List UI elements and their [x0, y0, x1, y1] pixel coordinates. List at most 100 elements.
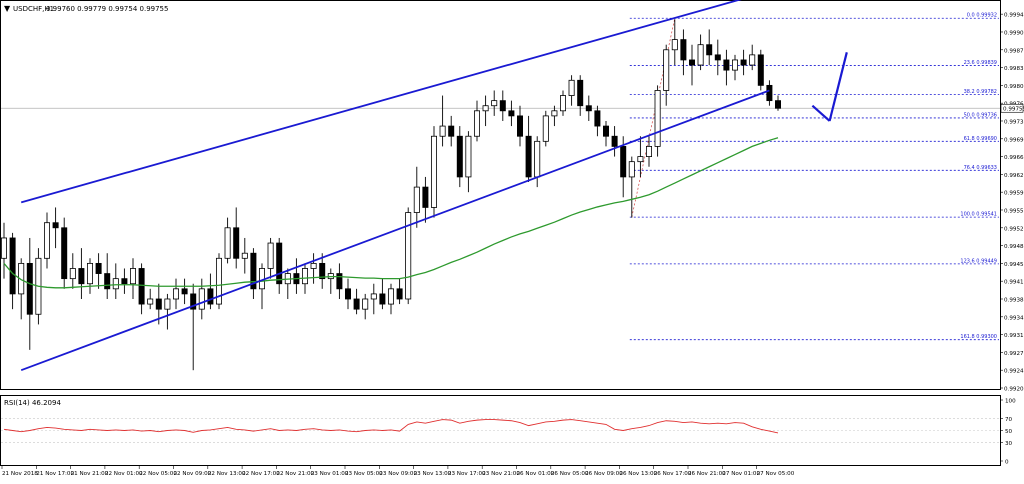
- candle-bull: [301, 268, 308, 285]
- candle-bear: [723, 59, 730, 71]
- y-tick-label: 0.99695: [1004, 137, 1024, 143]
- x-tick-label: 21 Nov 17:00: [36, 471, 74, 477]
- y-tick-label: 0.99485: [1004, 244, 1024, 250]
- y-tick-label: 0.99345: [1004, 315, 1024, 321]
- candle-bear: [706, 44, 713, 56]
- trend-channel: [20, 0, 770, 372]
- candle-bull: [732, 59, 739, 71]
- fib-level-label: 23.6 0.99839: [964, 60, 997, 66]
- x-tick-label: 26 Nov 13:00: [619, 471, 657, 477]
- candle-bear: [620, 146, 627, 178]
- projection-arrow: [811, 52, 848, 122]
- x-tick-label: 22 Nov 17:00: [242, 471, 280, 477]
- candle-bear: [95, 262, 102, 274]
- channel-lower-line: [20, 89, 770, 372]
- candle-bear: [336, 273, 343, 290]
- rsi-line: [3, 419, 779, 434]
- rsi-y-tick-label: 70: [1005, 417, 1013, 423]
- projection-segment: [811, 104, 831, 122]
- candle-bull: [654, 90, 661, 147]
- candle-bear: [344, 288, 351, 300]
- y-tick-label: 0.99625: [1004, 173, 1024, 179]
- candle-bull: [482, 105, 489, 112]
- rsi-y-tick-label: 0: [1005, 460, 1009, 466]
- candle-bull: [198, 288, 205, 310]
- candle-bull: [491, 100, 498, 107]
- candle-bear: [181, 288, 188, 295]
- x-tick-label: 27 Nov 05:00: [757, 471, 795, 477]
- candle-bear: [714, 54, 721, 61]
- candle-bull: [44, 222, 51, 259]
- candle-bear: [577, 79, 584, 107]
- channel-upper-line: [20, 0, 742, 204]
- candle-bull: [112, 278, 119, 290]
- x-tick-label: 26 Nov 01:00: [517, 471, 555, 477]
- rsi-y-tick-label: 100: [1005, 399, 1016, 405]
- candle-bull: [164, 298, 171, 310]
- candle-bull: [129, 268, 136, 285]
- candle-bear: [740, 59, 747, 66]
- x-tick-label: 23 Nov 09:00: [379, 471, 417, 477]
- candle-bull: [465, 135, 472, 178]
- candle-bear: [52, 222, 59, 229]
- candle-bear: [319, 262, 326, 280]
- candle-bear: [448, 125, 455, 137]
- candle-bear: [396, 288, 403, 300]
- fib-level-label: 76.4 0.99633: [964, 165, 997, 171]
- candle-bear: [155, 298, 162, 310]
- candle-bear: [766, 84, 773, 102]
- x-tick-label: 21 Nov 2018: [2, 471, 38, 477]
- candle-bear: [517, 115, 524, 137]
- fib-level-label: 38.2 0.99782: [964, 89, 997, 95]
- candle-bear: [422, 186, 429, 208]
- candle-bull: [430, 135, 437, 208]
- current-price-label: 0.99755: [1003, 106, 1024, 112]
- x-tick-label: 23 Nov 05:00: [345, 471, 383, 477]
- rsi-y-tick-label: 30: [1005, 441, 1013, 447]
- x-tick-label: 22 Nov 01:00: [105, 471, 143, 477]
- y-tick-label: 0.99415: [1004, 280, 1024, 286]
- x-tick-label: 26 Nov 21:00: [688, 471, 726, 477]
- y-tick-label: 0.99905: [1004, 30, 1024, 36]
- candle-bull: [147, 298, 154, 305]
- candle-bear: [138, 268, 145, 305]
- moving-average-line: [3, 137, 779, 289]
- candle-bull: [224, 227, 231, 259]
- candle-bull: [473, 110, 480, 137]
- fib-level-label: 0.0 0.99932: [967, 13, 997, 19]
- x-tick-label: 21 Nov 21:00: [71, 471, 109, 477]
- candle-bear: [594, 110, 601, 127]
- candle-bull: [697, 44, 704, 66]
- candle-bull: [413, 186, 420, 213]
- candle-bull: [551, 110, 558, 117]
- triangle-icon: ▼: [4, 4, 11, 13]
- candle-bull: [568, 79, 575, 96]
- fib-level-label: 100.0 0.99541: [960, 212, 997, 218]
- fib-level-label: 50.0 0.99736: [964, 112, 997, 118]
- candle-bear: [353, 298, 360, 310]
- x-tick-label: 26 Nov 05:00: [551, 471, 589, 477]
- candle-bear: [456, 135, 463, 178]
- current-price-tag: 0.99755: [1000, 103, 1024, 113]
- candle-bear: [603, 125, 610, 137]
- x-tick-label: 23 Nov 13:00: [414, 471, 452, 477]
- price-tag-box: [1000, 103, 1024, 113]
- candle-bear: [585, 105, 592, 112]
- candle-bear: [250, 252, 257, 290]
- fibonacci-levels: 0.0 0.99932 23.6 0.99839 38.2 0.99782 50.0 …: [629, 13, 999, 340]
- candle-bear: [611, 135, 618, 147]
- candle-bull: [542, 115, 549, 142]
- candlesticks: [0, 19, 782, 371]
- x-tick-label: 22 Nov 13:00: [208, 471, 246, 477]
- candle-bull: [637, 156, 644, 163]
